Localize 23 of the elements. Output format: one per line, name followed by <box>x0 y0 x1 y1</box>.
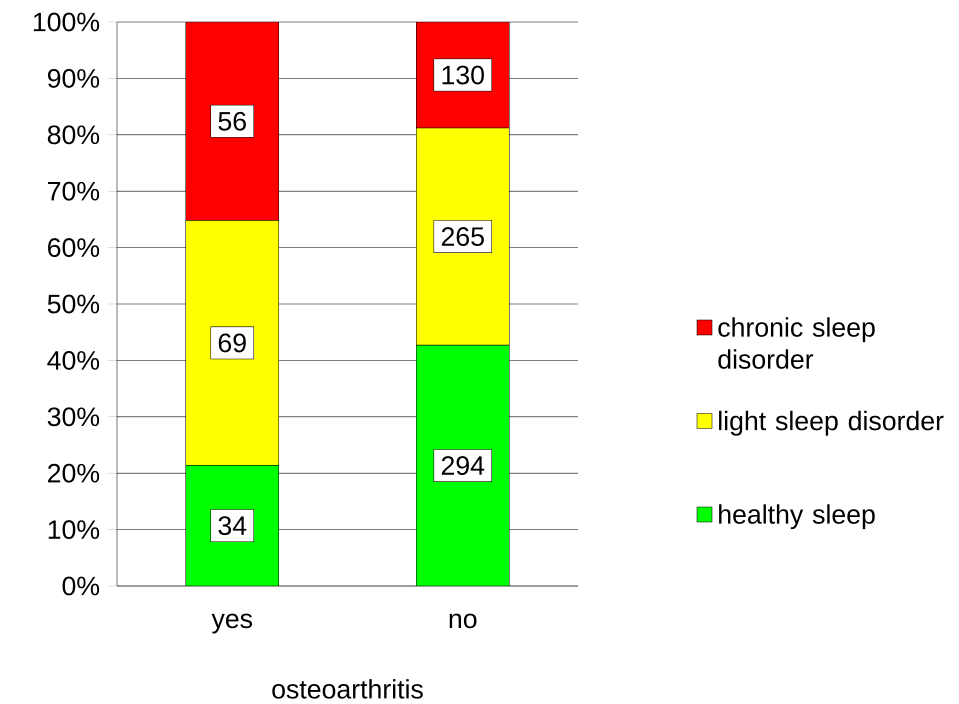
y-tick-label: 30% <box>48 407 100 426</box>
y-tick-label: 100% <box>34 12 100 32</box>
y-tick-label: 60% <box>48 238 100 258</box>
x-axis-title: osteoarthritis <box>272 679 423 699</box>
y-tick-label: 80% <box>48 125 100 144</box>
legend-label: healthy sleep <box>719 504 875 530</box>
annotation: 294 <box>442 456 484 476</box>
y-tick-label: 50% <box>48 294 100 314</box>
x-tick-label: no <box>450 614 476 628</box>
y-tick-label: 20% <box>48 464 100 483</box>
y-tick-label: 70% <box>48 182 100 201</box>
annotation: 56 <box>218 112 246 131</box>
y-tick-label: 10% <box>48 520 100 540</box>
x-tick-label: yes <box>212 614 252 634</box>
y-tick-label: 40% <box>47 350 100 370</box>
annotation: 265 <box>442 227 484 246</box>
y-tick-label: 0% <box>62 576 100 596</box>
legend-label: light sleep disorder <box>719 410 944 436</box>
annotation: 130 <box>442 66 484 84</box>
y-tick-label: 90% <box>48 68 100 88</box>
annotation: 34 <box>218 516 246 536</box>
annotation: 69 <box>218 333 246 352</box>
legend-label: chronic sleep disorder <box>718 317 875 369</box>
